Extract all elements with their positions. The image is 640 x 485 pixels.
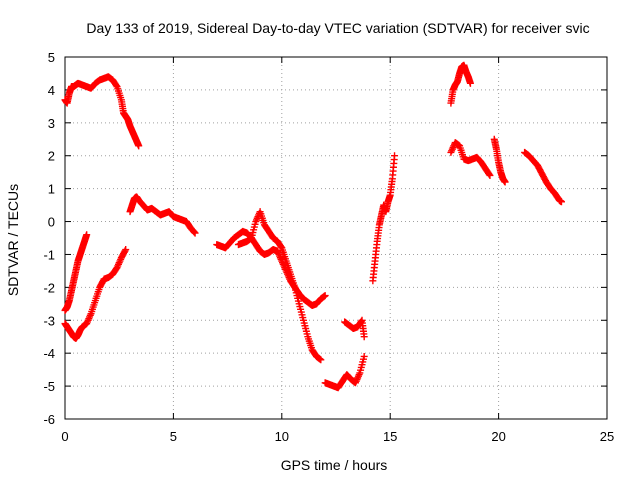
x-tick-label: 15 <box>383 429 397 444</box>
data-point <box>360 333 368 341</box>
y-tick-label: -6 <box>43 412 55 427</box>
series-arc-6 <box>369 152 399 285</box>
y-axis-label: SDTVAR / TECUs <box>5 184 21 296</box>
x-tick-label: 5 <box>170 429 177 444</box>
x-axis-label: GPS time / hours <box>281 457 388 473</box>
y-tick-label: 4 <box>48 83 55 98</box>
x-tick-label: 10 <box>275 429 289 444</box>
data-point <box>122 246 130 254</box>
data-point <box>485 170 493 178</box>
series-arc-1-high <box>61 73 143 150</box>
y-tick-label: 5 <box>48 50 55 65</box>
y-tick-label: 3 <box>48 116 55 131</box>
data-point <box>486 171 494 179</box>
data-point <box>191 229 199 237</box>
series-arc-4 <box>321 352 368 392</box>
x-tick-label: 20 <box>491 429 505 444</box>
x-tick-label: 0 <box>61 429 68 444</box>
data-point <box>135 142 143 150</box>
series-arc-8 <box>490 135 509 186</box>
y-tick-label: -2 <box>43 280 55 295</box>
y-tick-label: 1 <box>48 182 55 197</box>
y-tick-label: -3 <box>43 313 55 328</box>
data-point <box>121 247 129 255</box>
data-point <box>277 243 285 251</box>
data-marks <box>61 61 565 392</box>
plot-frame <box>64 56 608 420</box>
data-point <box>112 82 120 90</box>
y-tick-label: 0 <box>48 215 55 230</box>
data-point <box>557 198 565 206</box>
chart-title: Day 133 of 2019, Sidereal Day-to-day VTE… <box>86 20 589 36</box>
series-arc-1-rise <box>61 231 91 314</box>
y-tick-label: -4 <box>43 346 55 361</box>
data-point <box>501 178 509 186</box>
grid-lines <box>65 57 607 419</box>
series-arc-9 <box>521 148 565 206</box>
data-point <box>391 152 399 160</box>
data-point <box>83 231 91 239</box>
data-point <box>321 292 329 300</box>
data-point <box>317 356 325 364</box>
series-arc-3-lower <box>234 208 325 364</box>
data-point <box>360 352 368 360</box>
series-arc-1-low <box>61 246 130 342</box>
y-tick-label: -5 <box>43 379 55 394</box>
series-arc-7-rise <box>447 61 474 107</box>
x-tick-label: 25 <box>600 429 614 444</box>
series-arc-7 <box>447 139 494 179</box>
series-arc-5 <box>341 316 368 341</box>
data-point <box>190 228 198 236</box>
series-arc-3-upper <box>213 227 329 309</box>
y-tick-label: -1 <box>43 247 55 262</box>
data-point <box>466 79 474 87</box>
y-tick-label: 2 <box>48 149 55 164</box>
series-arc-2 <box>126 193 199 237</box>
